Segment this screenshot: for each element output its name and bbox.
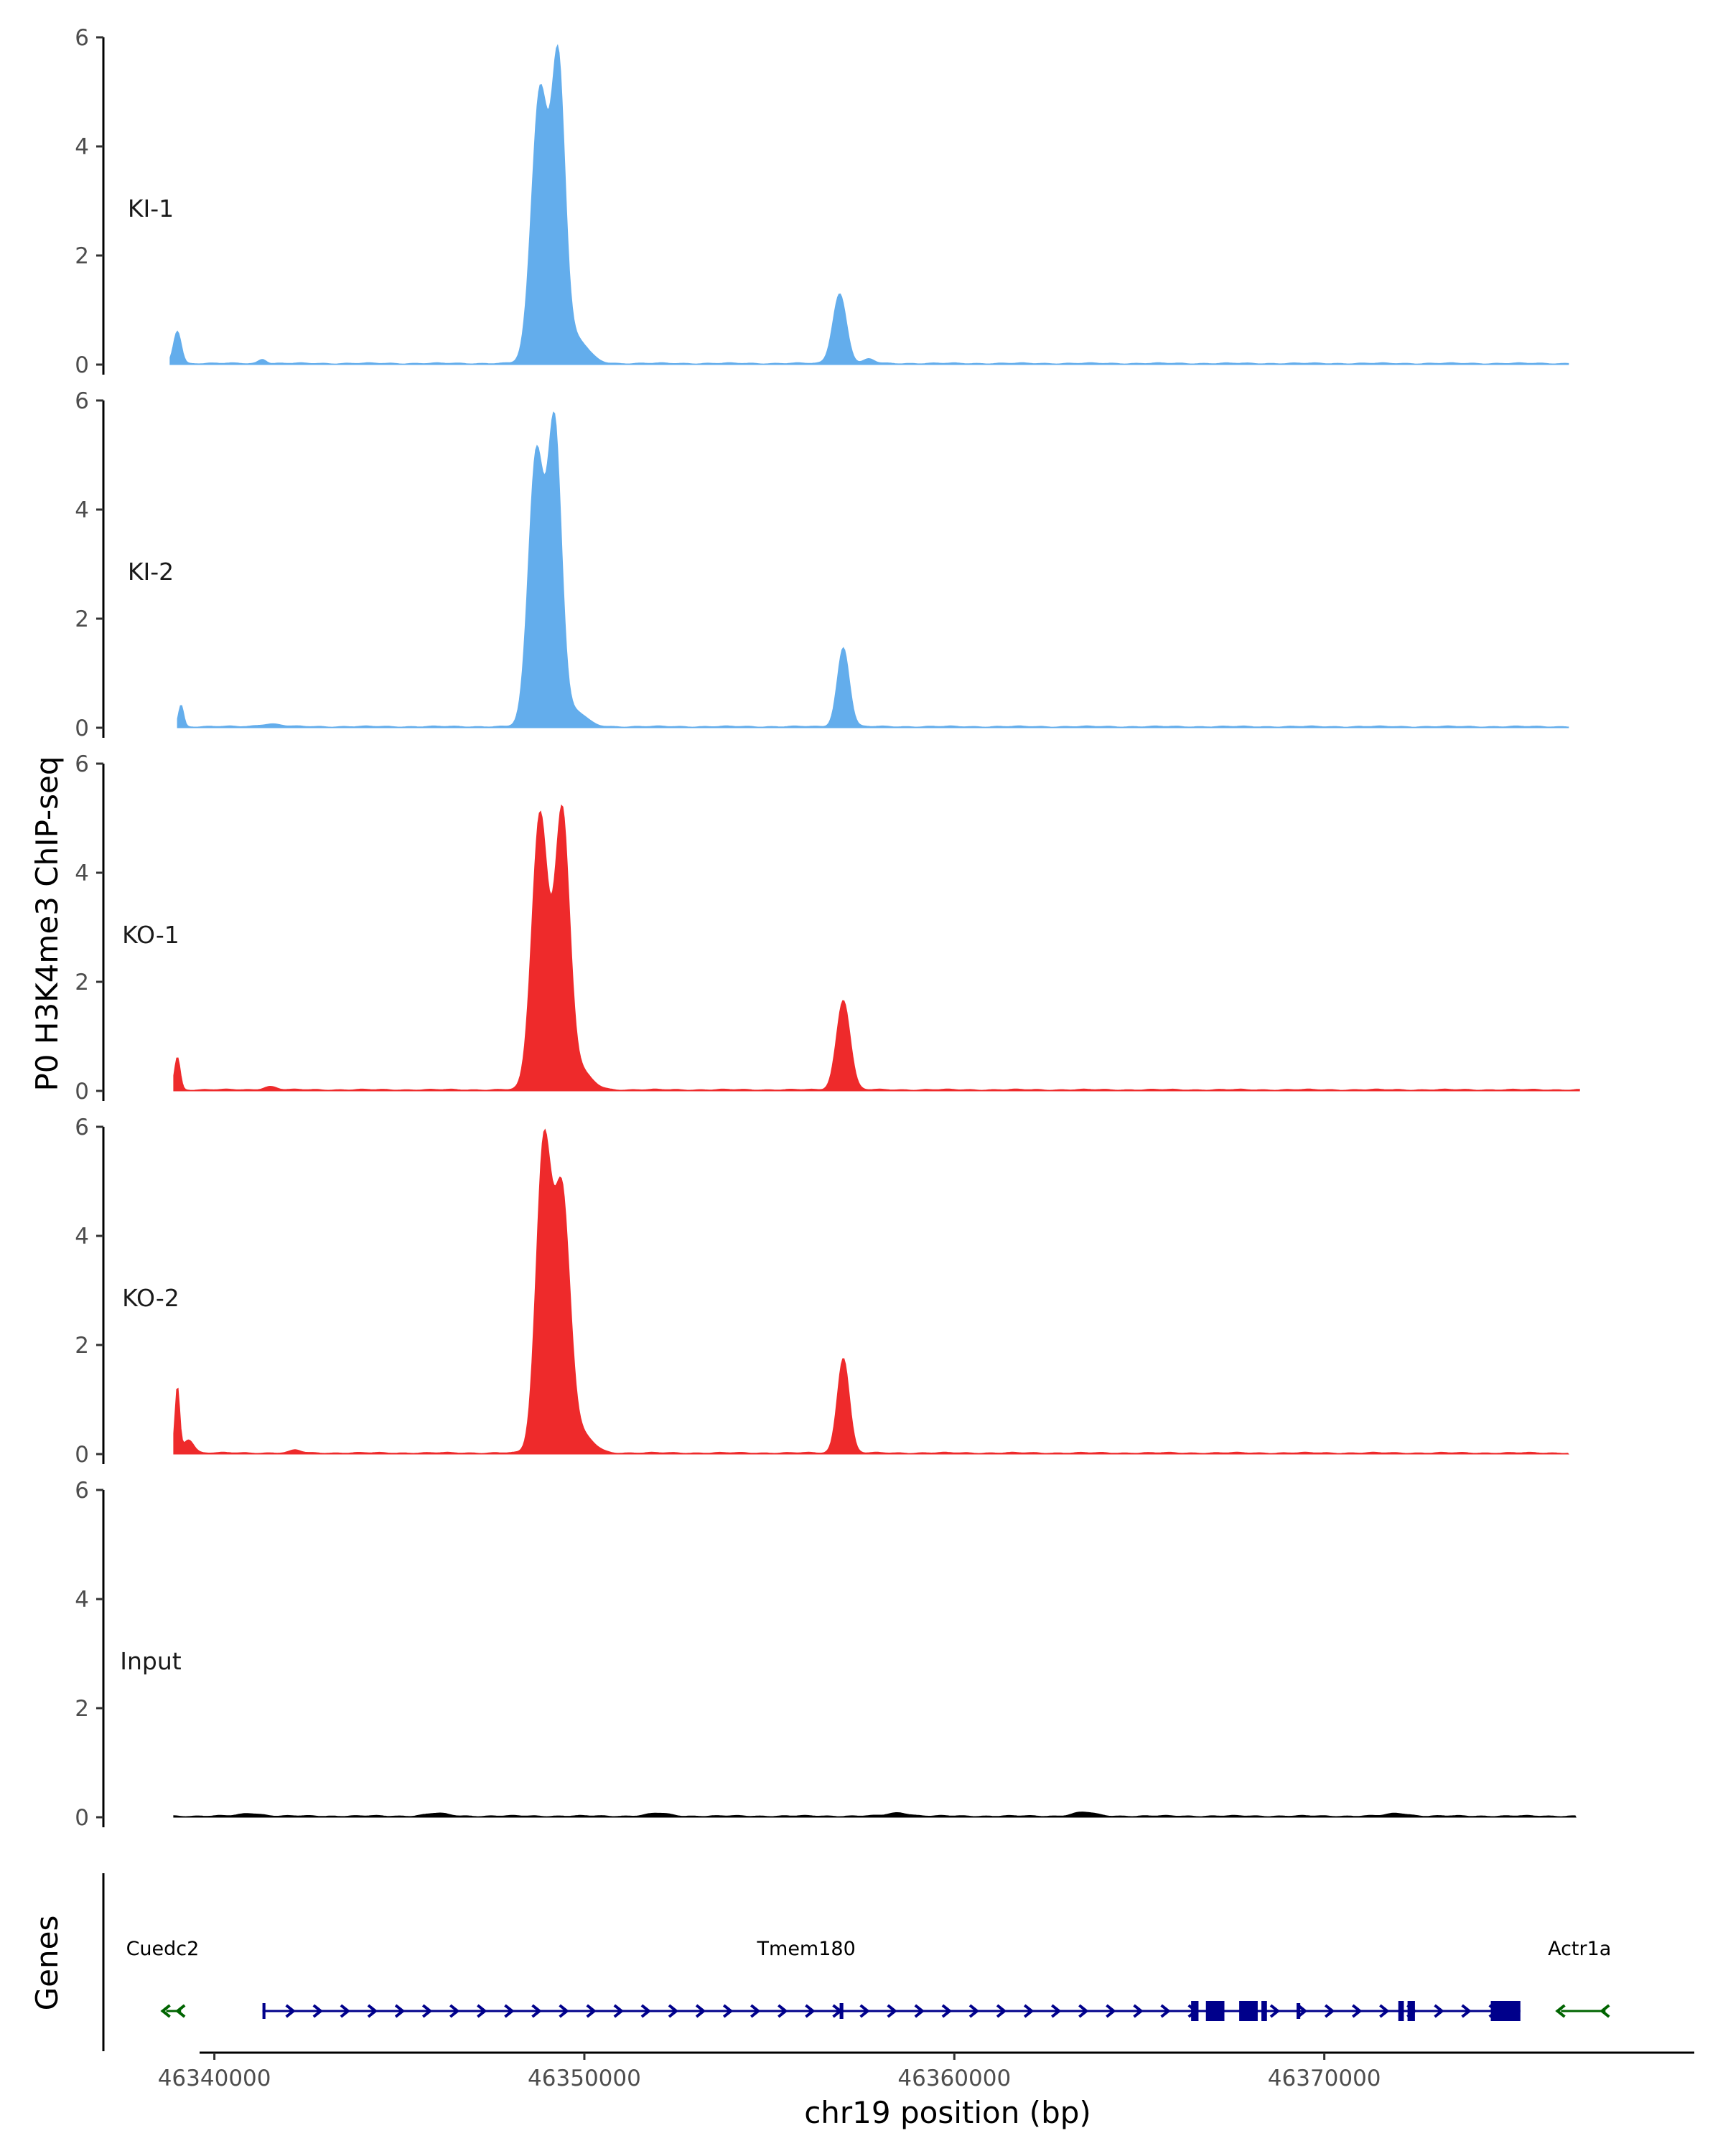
track-label: KO-2: [122, 1284, 179, 1312]
exon: [1205, 2001, 1225, 2021]
x-tick-label: 46350000: [528, 2066, 641, 2091]
y-tick-label: 6: [75, 1115, 89, 1140]
signal-area: [173, 1811, 1577, 1818]
strand-chevron: [996, 2004, 1007, 2018]
strand-chevron: [859, 2004, 870, 2018]
y-tick-label: 6: [75, 1478, 89, 1504]
signal-area: [173, 804, 1580, 1092]
strand-chevron: [1600, 2004, 1610, 2018]
signal-area: [177, 411, 1569, 728]
strand-chevron: [1324, 2004, 1335, 2018]
x-tick-label: 46340000: [158, 2066, 271, 2091]
exon: [1398, 2001, 1404, 2021]
strand-chevron: [1023, 2004, 1035, 2018]
strand-chevron: [640, 2004, 652, 2018]
track-label: KI-1: [128, 194, 174, 222]
strand-chevron: [1555, 2004, 1566, 2018]
gene-label: Tmem180: [757, 1938, 856, 1960]
strand-chevron: [531, 2004, 542, 2018]
strand-chevron: [1461, 2004, 1472, 2018]
strand-chevron: [668, 2004, 679, 2018]
strand-chevron: [1379, 2004, 1390, 2018]
strand-chevron: [1106, 2004, 1116, 2018]
strand-chevron: [941, 2004, 953, 2018]
exon: [1490, 2001, 1521, 2021]
y-tick-label: 2: [75, 606, 89, 632]
y-tick-label: 4: [75, 497, 89, 523]
strand-chevron: [1078, 2004, 1089, 2018]
strand-chevron: [778, 2004, 788, 2018]
strand-chevron: [1160, 2004, 1171, 2018]
y-axis-title: P0 H3K4me3 ChIP-seq: [29, 756, 65, 1091]
strand-chevron: [750, 2004, 761, 2018]
y-tick-label: 0: [75, 716, 89, 741]
strand-chevron: [559, 2004, 569, 2018]
strand-chevron: [1351, 2004, 1363, 2018]
genes-axis-title: Genes: [29, 1916, 65, 2011]
strand-chevron: [1297, 2004, 1308, 2018]
strand-chevron: [695, 2004, 706, 2018]
exon: [1261, 2001, 1267, 2021]
strand-chevron: [449, 2004, 460, 2018]
strand-chevron: [504, 2004, 515, 2018]
y-tick-label: 0: [75, 1805, 89, 1831]
strand-chevron: [1434, 2004, 1444, 2018]
strand-chevron: [805, 2004, 816, 2018]
strand-chevron: [367, 2004, 378, 2018]
gene-label: Cuedc2: [126, 1938, 200, 1960]
exon: [1239, 2001, 1258, 2021]
track-label: KO-1: [122, 921, 179, 949]
y-tick-label: 4: [75, 861, 89, 886]
y-tick-label: 0: [75, 1442, 89, 1468]
signal-area: [169, 44, 1569, 365]
strand-chevron: [421, 2004, 433, 2018]
track-label: KI-2: [128, 558, 174, 586]
signal-area: [173, 1128, 1569, 1455]
y-tick-label: 6: [75, 25, 89, 51]
strand-chevron: [722, 2004, 734, 2018]
strand-chevron: [175, 2004, 186, 2018]
exon: [1191, 2001, 1199, 2021]
y-tick-label: 2: [75, 1333, 89, 1359]
exon: [839, 2003, 844, 2019]
gene-label: Actr1a: [1548, 1938, 1611, 1960]
strand-chevron: [285, 2004, 296, 2018]
y-tick-label: 0: [75, 352, 89, 378]
y-tick-label: 4: [75, 1587, 89, 1613]
exon: [1407, 2001, 1415, 2021]
strand-chevron: [340, 2004, 351, 2018]
x-tick-label: 46360000: [897, 2066, 1011, 2091]
y-tick-label: 6: [75, 751, 89, 777]
strand-chevron: [887, 2004, 897, 2018]
strand-chevron: [968, 2004, 980, 2018]
x-tick-label: 46370000: [1268, 2066, 1381, 2091]
strand-chevron: [914, 2004, 925, 2018]
strand-chevron: [394, 2004, 406, 2018]
y-tick-label: 0: [75, 1079, 89, 1105]
strand-chevron: [1050, 2004, 1062, 2018]
exon: [262, 2003, 266, 2019]
y-tick-label: 4: [75, 1224, 89, 1250]
y-tick-label: 6: [75, 388, 89, 414]
exon: [1297, 2003, 1301, 2019]
y-tick-label: 4: [75, 134, 89, 160]
strand-chevron: [586, 2004, 597, 2018]
y-tick-label: 2: [75, 1696, 89, 1722]
strand-chevron: [477, 2004, 487, 2018]
x-axis-title: chr19 position (bp): [804, 2095, 1091, 2130]
strand-chevron: [1133, 2004, 1144, 2018]
y-tick-label: 2: [75, 243, 89, 269]
strand-chevron: [312, 2004, 323, 2018]
track-label: Input: [120, 1647, 182, 1675]
strand-chevron: [1269, 2004, 1281, 2018]
y-tick-label: 2: [75, 970, 89, 995]
strand-chevron: [613, 2004, 624, 2018]
strand-chevron: [160, 2004, 171, 2018]
